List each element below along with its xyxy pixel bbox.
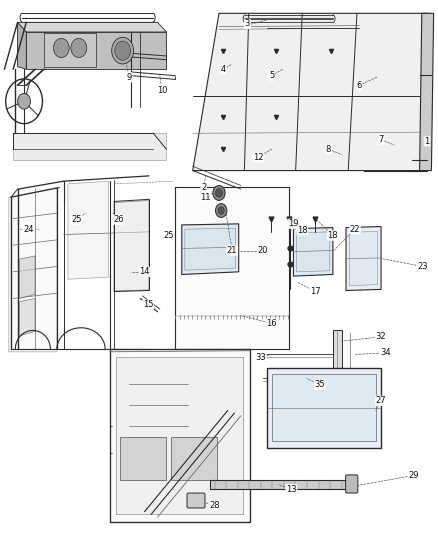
Polygon shape	[210, 480, 346, 489]
Text: 28: 28	[209, 501, 220, 510]
Text: 16: 16	[266, 319, 277, 328]
FancyBboxPatch shape	[187, 493, 205, 508]
Polygon shape	[114, 200, 149, 291]
Text: 29: 29	[409, 471, 419, 480]
Circle shape	[53, 38, 69, 58]
Text: 10: 10	[157, 86, 167, 95]
Text: 35: 35	[314, 381, 325, 389]
Polygon shape	[26, 32, 166, 69]
Polygon shape	[9, 188, 57, 352]
Text: 9: 9	[127, 73, 132, 82]
Text: 13: 13	[286, 485, 297, 494]
Text: 18: 18	[297, 226, 307, 235]
Text: 19: 19	[288, 220, 299, 228]
Text: 15: 15	[143, 301, 153, 309]
Circle shape	[71, 38, 87, 58]
Text: 6: 6	[357, 81, 362, 90]
Text: 21: 21	[227, 246, 237, 255]
Polygon shape	[182, 224, 239, 274]
Polygon shape	[120, 437, 166, 480]
Circle shape	[115, 41, 131, 60]
Polygon shape	[116, 357, 243, 514]
Polygon shape	[175, 187, 289, 349]
Text: 17: 17	[310, 287, 321, 296]
Polygon shape	[110, 349, 250, 522]
Text: 18: 18	[328, 231, 338, 240]
Circle shape	[112, 37, 134, 64]
Circle shape	[218, 207, 224, 214]
Polygon shape	[293, 228, 333, 276]
Text: 2: 2	[201, 183, 206, 192]
Polygon shape	[20, 256, 35, 298]
Polygon shape	[420, 13, 434, 171]
Circle shape	[215, 204, 227, 217]
Polygon shape	[18, 22, 166, 32]
Circle shape	[213, 185, 225, 200]
Text: 34: 34	[380, 349, 391, 357]
Text: 4: 4	[221, 65, 226, 74]
Text: 14: 14	[139, 268, 150, 276]
Text: 25: 25	[71, 215, 82, 224]
Polygon shape	[18, 22, 26, 69]
Text: 32: 32	[376, 333, 386, 341]
Polygon shape	[44, 33, 96, 67]
Text: 22: 22	[350, 225, 360, 233]
Text: 24: 24	[23, 225, 34, 233]
Polygon shape	[68, 181, 109, 279]
Polygon shape	[297, 232, 330, 272]
Polygon shape	[20, 298, 35, 336]
Text: 25: 25	[163, 231, 174, 240]
Text: 23: 23	[417, 262, 428, 271]
Circle shape	[215, 189, 223, 197]
Text: 7: 7	[378, 135, 384, 144]
Text: 1: 1	[424, 137, 430, 146]
Text: 8: 8	[326, 145, 331, 154]
Text: 3: 3	[245, 20, 250, 28]
Polygon shape	[267, 368, 381, 448]
Text: 27: 27	[376, 397, 386, 405]
Polygon shape	[193, 13, 429, 171]
Text: 12: 12	[253, 153, 264, 161]
Polygon shape	[171, 437, 217, 480]
Text: 33: 33	[255, 353, 266, 361]
Polygon shape	[13, 133, 166, 160]
Text: 11: 11	[200, 193, 210, 201]
Polygon shape	[333, 330, 342, 378]
Circle shape	[18, 93, 31, 109]
Text: 26: 26	[113, 215, 124, 224]
Polygon shape	[350, 231, 378, 286]
Text: 5: 5	[269, 71, 274, 80]
Polygon shape	[185, 228, 236, 270]
Polygon shape	[346, 227, 381, 290]
FancyBboxPatch shape	[346, 475, 358, 493]
Text: 20: 20	[258, 246, 268, 255]
Polygon shape	[272, 374, 376, 441]
